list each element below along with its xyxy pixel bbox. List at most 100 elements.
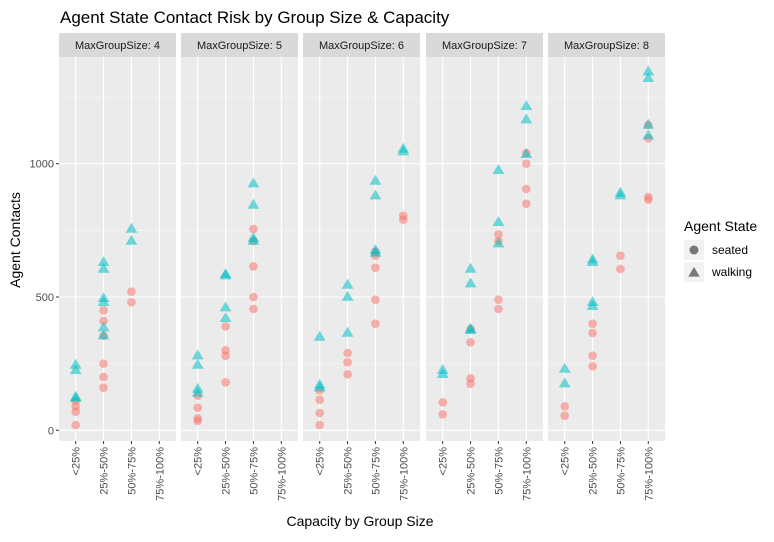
x-tick-label: 75%-100% [521,447,533,501]
walking-point [436,364,449,375]
seated-point [193,414,203,423]
y-tick-label: 1000 [30,159,54,171]
facet-strip-label: MaxGroupSize: 5 [197,40,282,52]
x-tick-label: 25%-50% [343,447,355,495]
seated-point [249,304,258,314]
facet-panel: MaxGroupSize: 7 <25% 25%-50% 50%-75% 75%-100… [426,33,543,501]
seated-point [343,370,352,379]
seated-point [616,264,625,274]
walking-point [464,262,477,273]
seated-point [438,398,448,407]
seated-point [127,298,136,307]
walking-point [191,358,204,369]
panel-background [303,57,420,441]
facet-strip-label: MaxGroupSize: 8 [564,40,649,52]
y-axis-label: Agent Contacts [7,192,23,288]
walking-point [558,362,571,373]
walking-point [313,378,326,389]
walking-point [397,142,410,153]
seated-point [315,395,325,404]
seated-point [315,420,325,430]
x-tick-label: 75%-100% [276,447,288,501]
walking-point [369,244,382,255]
walking-point [369,174,382,185]
facet-strip [426,33,543,57]
x-axis-label: Capacity by Group Size [286,513,433,529]
panel-background [548,57,665,441]
walking-point [219,268,232,279]
seated-point [71,420,81,430]
facet-panel: MaxGroupSize: 5 <25% 25%-50% 50%-75% 75%-100… [181,33,298,501]
walking-point [219,312,232,323]
x-tick-label: 25%-50% [466,447,478,495]
seated-point [588,351,597,360]
seated-point [371,319,380,328]
x-tick-label: 25%-50% [221,447,233,495]
x-tick-label: 75%-100% [643,447,655,501]
x-tick-label: <25% [315,447,327,476]
walking-point [125,234,138,245]
seated-point [521,199,531,208]
walking-point [97,329,110,340]
seated-point [221,378,230,387]
chart-title: Agent State Contact Risk by Group Size &… [60,8,450,27]
seated-point [127,287,136,296]
x-tick-label: <25% [438,447,450,476]
legend-title: Agent State [684,218,757,234]
x-tick-label: <25% [560,447,572,476]
walking-point [558,377,571,388]
walking-point [97,262,110,273]
seated-point [193,403,203,412]
walking-point [614,186,627,197]
walking-point [341,290,354,301]
x-tick-label: 25%-50% [99,447,111,495]
walking-point [341,278,354,289]
seated-point [99,359,108,368]
legend-label: seated [712,243,748,257]
walking-point [586,296,599,307]
walking-point [492,216,505,227]
seated-point [398,211,408,220]
facet-strip [59,33,176,57]
walking-point [492,164,505,175]
seated-point [616,251,625,260]
panel-background [181,57,298,441]
legend-label: walking [711,265,752,279]
walking-point [464,277,477,288]
facet-panel: MaxGroupSize: 6 <25% 25%-50% 50%-75% 75%-100… [303,33,420,501]
seated-point [249,262,258,271]
x-tick-label: 75%-100% [398,447,410,501]
legend-seated-key [689,245,699,255]
x-tick-label: 25%-50% [588,447,600,495]
seated-point [249,292,258,302]
seated-point [221,346,230,355]
seated-point [466,338,475,347]
legend: Agent State seated walking [684,218,757,282]
walking-point [492,237,505,248]
facet-strip-label: MaxGroupSize: 7 [442,40,527,52]
panel-background [59,57,176,441]
seated-point [560,411,570,420]
legend-walking-key [688,267,700,277]
walking-point [97,256,110,267]
seated-point [494,295,503,304]
x-tick-label: 50%-75% [370,447,382,495]
walking-point [520,100,533,111]
seated-point [249,224,258,234]
seated-point [99,383,108,392]
walking-point [69,364,82,375]
facet-strip-label: MaxGroupSize: 4 [75,40,160,52]
walking-point [369,189,382,200]
seated-point [343,348,352,358]
walking-point [520,113,533,124]
walking-point [247,177,260,188]
walking-point [125,222,138,233]
walking-point [586,253,599,264]
legend-entries: seated walking [684,240,752,282]
seated-point [315,408,325,418]
seated-point [99,316,108,326]
seated-point [438,410,448,419]
seated-point [588,319,597,328]
seated-point [371,295,380,304]
